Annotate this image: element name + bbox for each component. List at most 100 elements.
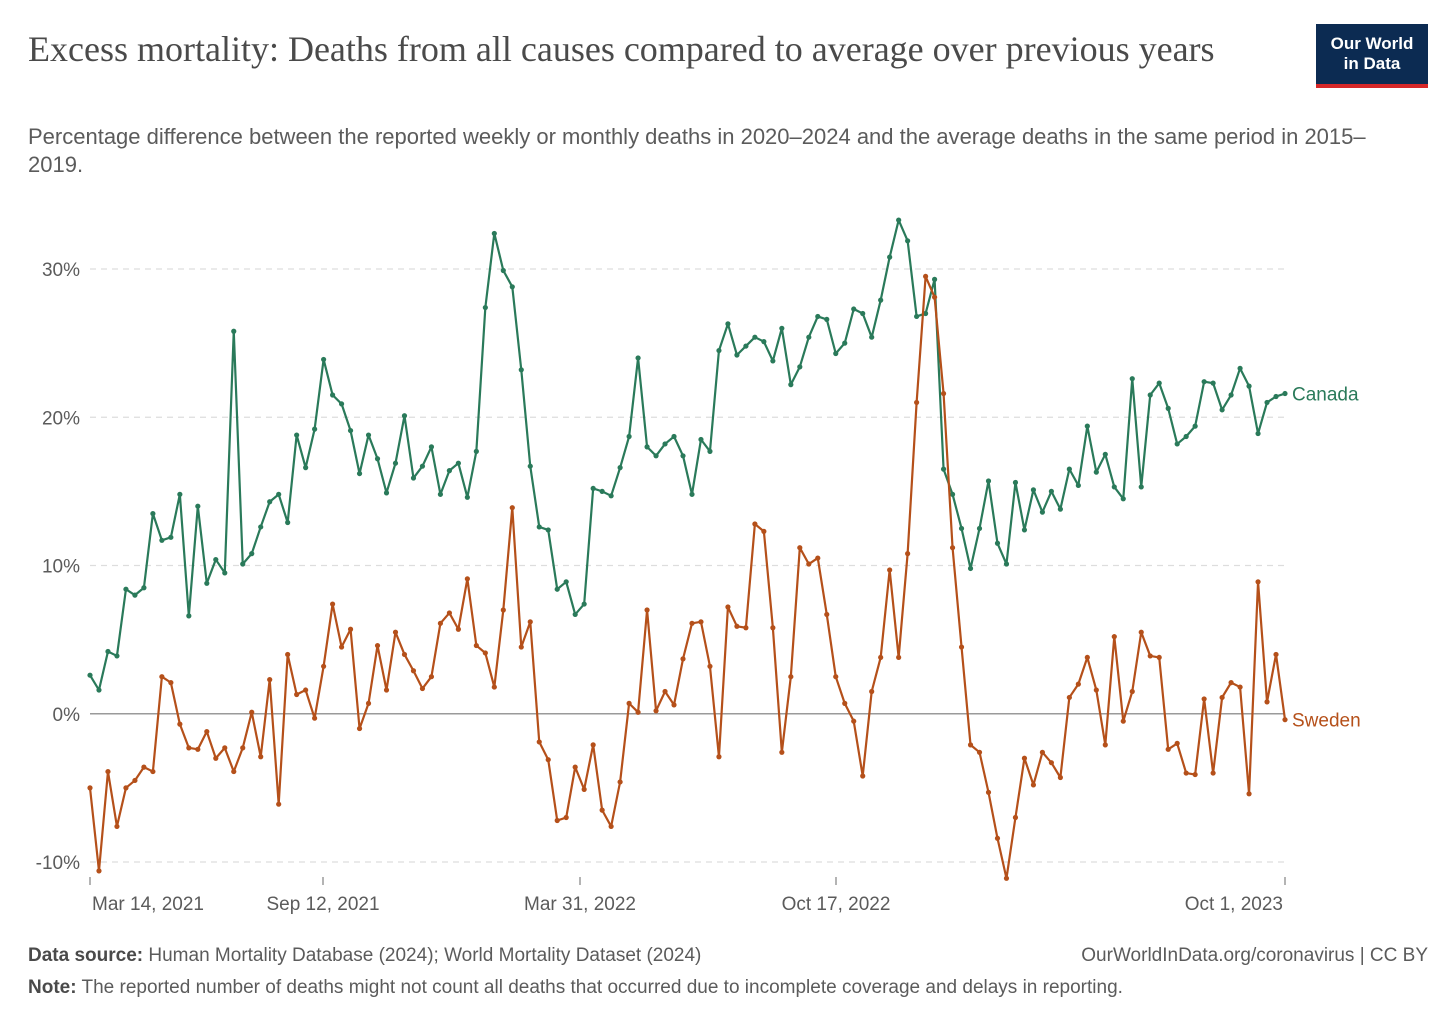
data-point-canada[interactable] [860, 310, 866, 317]
data-point-canada[interactable] [914, 313, 920, 320]
data-point-canada[interactable] [491, 230, 497, 237]
data-point-sweden[interactable] [707, 663, 713, 669]
data-point-sweden[interactable] [1066, 694, 1072, 701]
data-point-canada[interactable] [1210, 380, 1216, 386]
data-point-sweden[interactable] [96, 868, 102, 874]
data-point-canada[interactable] [1192, 423, 1198, 429]
data-point-canada[interactable] [806, 334, 812, 340]
data-point-canada[interactable] [1138, 484, 1144, 490]
data-point-canada[interactable] [797, 364, 803, 370]
data-point-canada[interactable] [177, 491, 183, 497]
data-point-sweden[interactable] [1210, 770, 1216, 776]
data-point-canada[interactable] [967, 565, 974, 572]
data-point-canada[interactable] [869, 334, 875, 340]
data-point-canada[interactable] [1201, 379, 1207, 385]
data-point-sweden[interactable] [842, 700, 848, 706]
data-point-sweden[interactable] [931, 294, 938, 300]
data-point-canada[interactable] [545, 527, 551, 533]
data-point-sweden[interactable] [473, 642, 479, 649]
data-point-canada[interactable] [213, 556, 219, 563]
data-point-sweden[interactable] [1273, 651, 1279, 658]
data-point-canada[interactable] [1111, 484, 1117, 490]
data-point-canada[interactable] [842, 340, 848, 346]
data-point-canada[interactable] [707, 448, 713, 454]
data-point-sweden[interactable] [958, 644, 965, 650]
data-point-sweden[interactable] [617, 779, 623, 785]
data-point-canada[interactable] [509, 284, 515, 290]
data-point-canada[interactable] [734, 352, 740, 358]
data-point-canada[interactable] [761, 339, 767, 345]
data-point-canada[interactable] [276, 491, 282, 497]
data-point-canada[interactable] [473, 448, 479, 454]
data-point-canada[interactable] [1273, 393, 1279, 400]
data-point-sweden[interactable] [1228, 680, 1234, 686]
data-point-canada[interactable] [1012, 479, 1019, 486]
data-point-canada[interactable] [123, 586, 129, 592]
data-point-canada[interactable] [958, 525, 965, 532]
data-point-canada[interactable] [752, 334, 758, 340]
data-point-sweden[interactable] [258, 754, 264, 760]
data-point-canada[interactable] [105, 648, 111, 655]
data-point-sweden[interactable] [680, 656, 686, 662]
data-point-canada[interactable] [1120, 496, 1126, 502]
data-point-canada[interactable] [1174, 441, 1180, 447]
data-point-canada[interactable] [985, 478, 992, 484]
data-point-canada[interactable] [1165, 405, 1171, 411]
data-point-canada[interactable] [689, 491, 695, 497]
data-point-sweden[interactable] [1255, 579, 1261, 585]
data-point-sweden[interactable] [150, 768, 156, 775]
data-point-sweden[interactable] [1174, 740, 1180, 747]
data-point-canada[interactable] [1156, 380, 1162, 386]
data-point-canada[interactable] [329, 392, 336, 398]
data-point-canada[interactable] [788, 382, 794, 388]
data-point-canada[interactable] [294, 432, 300, 438]
data-point-canada[interactable] [617, 465, 623, 471]
data-point-sweden[interactable] [671, 702, 677, 708]
series-label-canada[interactable]: Canada [1292, 385, 1359, 406]
data-point-canada[interactable] [1075, 482, 1081, 489]
data-point-sweden[interactable] [437, 620, 444, 626]
data-point-canada[interactable] [204, 580, 210, 586]
data-point-canada[interactable] [896, 217, 902, 223]
data-point-sweden[interactable] [195, 746, 201, 752]
data-point-sweden[interactable] [1021, 755, 1028, 761]
data-point-canada[interactable] [1102, 451, 1108, 457]
data-point-canada[interactable] [716, 347, 722, 354]
data-point-sweden[interactable] [213, 755, 219, 761]
footer-url[interactable]: OurWorldInData.org/coronavirus | CC BY [1081, 945, 1428, 966]
data-point-sweden[interactable] [383, 687, 390, 693]
data-point-sweden[interactable] [321, 663, 327, 669]
data-point-canada[interactable] [770, 358, 776, 364]
data-point-canada[interactable] [240, 561, 246, 567]
data-point-sweden[interactable] [725, 604, 731, 610]
data-point-sweden[interactable] [608, 823, 614, 830]
data-point-canada[interactable] [626, 433, 632, 440]
data-point-canada[interactable] [590, 485, 596, 492]
data-point-canada[interactable] [1237, 365, 1243, 371]
data-point-canada[interactable] [608, 493, 614, 499]
data-point-canada[interactable] [419, 463, 426, 469]
data-point-sweden[interactable] [1183, 770, 1189, 776]
data-point-sweden[interactable] [1084, 654, 1090, 661]
data-point-sweden[interactable] [887, 567, 893, 573]
data-point-sweden[interactable] [545, 757, 551, 763]
data-point-canada[interactable] [1264, 399, 1270, 406]
data-point-sweden[interactable] [976, 749, 983, 755]
data-point-sweden[interactable] [168, 680, 174, 686]
data-point-sweden[interactable] [815, 555, 821, 561]
data-point-canada[interactable] [1066, 466, 1072, 472]
data-point-canada[interactable] [437, 491, 444, 497]
data-point-sweden[interactable] [455, 626, 461, 632]
data-point-sweden[interactable] [851, 718, 857, 724]
data-point-sweden[interactable] [1120, 718, 1126, 724]
data-point-sweden[interactable] [392, 629, 399, 635]
data-point-canada[interactable] [1219, 407, 1225, 413]
data-point-sweden[interactable] [159, 674, 165, 680]
data-point-sweden[interactable] [347, 626, 354, 632]
data-point-canada[interactable] [392, 460, 399, 466]
data-point-sweden[interactable] [590, 742, 596, 748]
data-point-sweden[interactable] [294, 691, 300, 698]
data-point-sweden[interactable] [734, 623, 740, 629]
data-point-canada[interactable] [940, 466, 947, 472]
data-point-sweden[interactable] [572, 764, 578, 770]
